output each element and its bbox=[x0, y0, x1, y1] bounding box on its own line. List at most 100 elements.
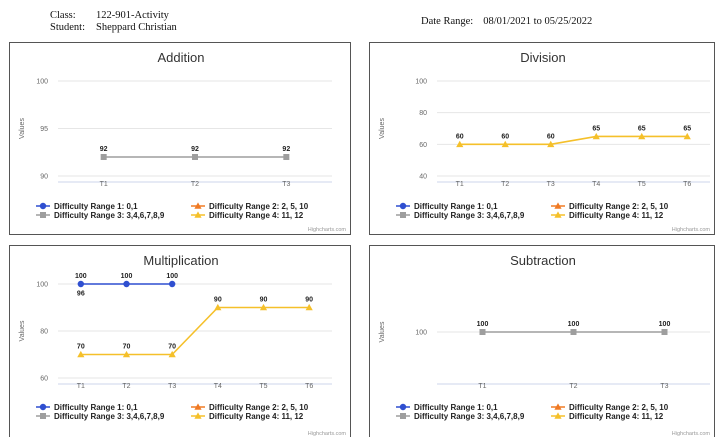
data-label: 70 bbox=[123, 344, 131, 351]
x-tick-label: T1 bbox=[478, 383, 486, 390]
y-tick-label: 60 bbox=[419, 142, 427, 149]
y-axis-title: Values bbox=[379, 118, 386, 139]
data-label: 70 bbox=[77, 344, 85, 351]
series-difficulty-range-3-3-4-6-7-8-9: 100 100 100 bbox=[477, 321, 670, 335]
legend-marker bbox=[399, 403, 407, 411]
y-axis-title: Values bbox=[19, 320, 26, 341]
x-tick-label: T6 bbox=[305, 383, 313, 390]
y-tick-label: 100 bbox=[36, 282, 48, 289]
data-label: 60 bbox=[456, 133, 464, 140]
legend-item-difficulty-range-4-11-12: Difficulty Range 4: 11, 12 bbox=[551, 412, 664, 421]
y-tick-label: 80 bbox=[40, 329, 48, 336]
legend-item-difficulty-range-1-0-1: Difficulty Range 1: 0,1 bbox=[36, 202, 138, 211]
chart-title: Addition bbox=[158, 50, 205, 65]
legend-label: Difficulty Range 2: 2, 5, 10 bbox=[569, 202, 669, 211]
legend-item-difficulty-range-3-3-4-6-7-8-9: Difficulty Range 3: 3,4,6,7,8,9 bbox=[36, 412, 165, 421]
highcharts-credit: Highcharts.com bbox=[672, 431, 711, 437]
legend-marker bbox=[554, 211, 562, 218]
legend-label: Difficulty Range 4: 11, 12 bbox=[569, 412, 664, 421]
legend-marker bbox=[399, 202, 407, 210]
legend-marker bbox=[194, 403, 202, 410]
series-line bbox=[80, 306, 310, 356]
legend-label: Difficulty Range 3: 3,4,6,7,8,9 bbox=[54, 211, 165, 220]
legend-label: Difficulty Range 3: 3,4,6,7,8,9 bbox=[414, 412, 525, 421]
legend-item-difficulty-range-1-0-1: Difficulty Range 1: 0,1 bbox=[36, 403, 138, 412]
x-tick-label: T6 bbox=[683, 181, 691, 188]
chart-legend: Difficulty Range 1: 0,1 Difficulty Range … bbox=[36, 403, 309, 421]
report-header-right: Date Range: 08/01/2021 to 05/25/2022 bbox=[421, 16, 592, 27]
legend-marker bbox=[40, 413, 46, 419]
y-axis-title: Values bbox=[19, 118, 26, 139]
legend-label: Difficulty Range 2: 2, 5, 10 bbox=[569, 403, 669, 412]
legend-label: Difficulty Range 2: 2, 5, 10 bbox=[209, 403, 309, 412]
legend-label: Difficulty Range 1: 0,1 bbox=[414, 202, 498, 211]
data-point bbox=[570, 329, 577, 335]
data-label: 70 bbox=[168, 344, 176, 351]
data-label: 100 bbox=[568, 321, 580, 328]
chart-svg-subtraction: Subtraction 100 Values T1 T2 T3 100 100 100 Diffi… bbox=[379, 253, 711, 437]
series-difficulty-range-4-11-12: 70 70 70 90 90 90 bbox=[77, 297, 313, 358]
data-point bbox=[123, 280, 130, 288]
legend-label: Difficulty Range 1: 0,1 bbox=[54, 403, 138, 412]
legend-marker bbox=[39, 202, 47, 210]
student-value: Sheppard Christian bbox=[96, 22, 177, 33]
legend-item-difficulty-range-3-3-4-6-7-8-9: Difficulty Range 3: 3,4,6,7,8,9 bbox=[396, 412, 525, 421]
legend-label: Difficulty Range 3: 3,4,6,7,8,9 bbox=[54, 412, 165, 421]
chart-svg-addition: Addition 90 95 100 Values T1 T2 T3 92 92 92 Difficu… bbox=[19, 50, 346, 233]
data-label: 100 bbox=[121, 273, 133, 280]
legend-item-difficulty-range-1-0-1: Difficulty Range 1: 0,1 bbox=[396, 403, 498, 412]
legend-marker bbox=[400, 212, 406, 218]
data-label: 92 bbox=[191, 146, 199, 153]
data-label: 92 bbox=[282, 146, 290, 153]
x-tick-label: T3 bbox=[168, 383, 176, 390]
legend-marker bbox=[554, 412, 562, 419]
legend-label: Difficulty Range 3: 3,4,6,7,8,9 bbox=[414, 211, 525, 220]
legend-label: Difficulty Range 4: 11, 12 bbox=[209, 412, 304, 421]
legend-item-difficulty-range-4-11-12: Difficulty Range 4: 11, 12 bbox=[191, 211, 304, 220]
series-line bbox=[459, 135, 688, 146]
legend-marker bbox=[554, 403, 562, 410]
y-tick-label: 100 bbox=[415, 330, 427, 337]
data-point bbox=[77, 350, 85, 358]
data-label: 100 bbox=[477, 321, 489, 328]
data-point bbox=[214, 303, 222, 311]
x-tick-label: T3 bbox=[547, 181, 555, 188]
chart-svg-multiplication: Multiplication 60 80 100 Values T1 T2 T3 T4 T5 T6 1… bbox=[19, 253, 346, 437]
legend-marker bbox=[39, 403, 47, 411]
x-tick-label: T3 bbox=[660, 383, 668, 390]
series-difficulty-range-3-3-4-6-7-8-9: 92 92 92 bbox=[100, 146, 290, 160]
legend-marker bbox=[194, 412, 202, 419]
data-label: 100 bbox=[75, 273, 87, 280]
series-difficulty-range-1-0-1: 100 100 100 bbox=[75, 273, 178, 288]
data-label: 60 bbox=[547, 133, 555, 140]
legend-item-difficulty-range-4-11-12: Difficulty Range 4: 11, 12 bbox=[551, 211, 664, 220]
chart-legend: Difficulty Range 1: 0,1 Difficulty Range … bbox=[396, 202, 669, 220]
data-label: 90 bbox=[214, 297, 222, 304]
date-range-value: 08/01/2021 to 05/25/2022 bbox=[483, 16, 593, 27]
chart-panel-addition: Addition 90 95 100 Values T1 T2 T3 92 92 92 Difficu… bbox=[9, 42, 351, 235]
data-label: 65 bbox=[683, 125, 691, 132]
class-value: 122-901-Activity bbox=[96, 10, 169, 21]
data-point bbox=[661, 329, 668, 335]
data-label: 60 bbox=[501, 133, 509, 140]
y-tick-label: 100 bbox=[415, 79, 427, 86]
data-point bbox=[77, 280, 85, 288]
legend-label: Difficulty Range 4: 11, 12 bbox=[569, 211, 664, 220]
legend-marker bbox=[194, 202, 202, 209]
data-point bbox=[479, 329, 486, 335]
highcharts-credit: Highcharts.com bbox=[672, 227, 711, 233]
legend-label: Difficulty Range 1: 0,1 bbox=[414, 403, 498, 412]
legend-item-difficulty-range-2-2-5-10: Difficulty Range 2: 2, 5, 10 bbox=[191, 202, 309, 211]
legend-item-difficulty-range-2-2-5-10: Difficulty Range 2: 2, 5, 10 bbox=[551, 202, 669, 211]
x-tick-label: T2 bbox=[191, 181, 199, 188]
data-point bbox=[168, 350, 176, 358]
x-tick-label: T1 bbox=[77, 383, 85, 390]
data-label: 90 bbox=[305, 297, 313, 304]
legend-marker bbox=[554, 202, 562, 209]
data-point bbox=[547, 140, 555, 148]
y-axis-title: Values bbox=[379, 321, 386, 342]
chart-panel-multiplication: Multiplication 60 80 100 Values T1 T2 T3 T4 T5 T6 1… bbox=[9, 245, 351, 437]
legend-label: Difficulty Range 1: 0,1 bbox=[54, 202, 138, 211]
legend-item-difficulty-range-4-11-12: Difficulty Range 4: 11, 12 bbox=[191, 412, 304, 421]
